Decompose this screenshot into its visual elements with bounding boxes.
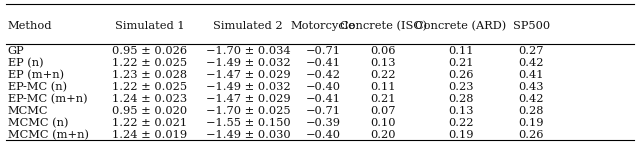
Text: −1.70 ± 0.034: −1.70 ± 0.034 — [205, 46, 291, 56]
Text: 0.11: 0.11 — [371, 82, 396, 92]
Text: 0.13: 0.13 — [371, 58, 396, 68]
Text: −1.49 ± 0.032: −1.49 ± 0.032 — [205, 58, 291, 68]
Text: −0.39: −0.39 — [306, 118, 340, 128]
Text: 0.21: 0.21 — [449, 58, 474, 68]
Text: 0.26: 0.26 — [518, 130, 544, 140]
Text: −1.49 ± 0.030: −1.49 ± 0.030 — [205, 130, 291, 140]
Text: 0.10: 0.10 — [371, 118, 396, 128]
Text: 1.22 ± 0.025: 1.22 ± 0.025 — [112, 58, 188, 68]
Text: 1.24 ± 0.023: 1.24 ± 0.023 — [112, 94, 188, 104]
Text: 0.22: 0.22 — [449, 118, 474, 128]
Text: Simulated 2: Simulated 2 — [213, 21, 283, 31]
Text: EP (m+n): EP (m+n) — [8, 70, 64, 80]
Text: Concrete (ISO): Concrete (ISO) — [340, 21, 427, 31]
Text: SP500: SP500 — [513, 21, 550, 31]
Text: Motorcycle: Motorcycle — [291, 21, 356, 31]
Text: 0.21: 0.21 — [371, 94, 396, 104]
Text: −1.49 ± 0.032: −1.49 ± 0.032 — [205, 82, 291, 92]
Text: 0.41: 0.41 — [518, 70, 544, 80]
Text: EP-MC (n): EP-MC (n) — [8, 82, 67, 92]
Text: 0.42: 0.42 — [518, 94, 544, 104]
Text: 0.27: 0.27 — [518, 46, 544, 56]
Text: 0.26: 0.26 — [449, 70, 474, 80]
Text: Simulated 1: Simulated 1 — [115, 21, 184, 31]
Text: −0.40: −0.40 — [306, 82, 340, 92]
Text: 1.22 ± 0.025: 1.22 ± 0.025 — [112, 82, 188, 92]
Text: MCMC (m+n): MCMC (m+n) — [8, 130, 89, 140]
Text: −0.41: −0.41 — [306, 94, 340, 104]
Text: Concrete (ARD): Concrete (ARD) — [415, 21, 507, 31]
Text: −0.71: −0.71 — [306, 46, 340, 56]
Text: 0.28: 0.28 — [449, 94, 474, 104]
Text: 1.23 ± 0.028: 1.23 ± 0.028 — [112, 70, 188, 80]
Text: MCMC (n): MCMC (n) — [8, 118, 68, 128]
Text: 0.11: 0.11 — [449, 46, 474, 56]
Text: EP (n): EP (n) — [8, 58, 44, 68]
Text: −1.55 ± 0.150: −1.55 ± 0.150 — [205, 118, 291, 128]
Text: EP-MC (m+n): EP-MC (m+n) — [8, 94, 87, 104]
Text: 0.42: 0.42 — [518, 58, 544, 68]
Text: −0.41: −0.41 — [306, 58, 340, 68]
Text: −1.47 ± 0.029: −1.47 ± 0.029 — [205, 70, 291, 80]
Text: 0.19: 0.19 — [518, 118, 544, 128]
Text: 0.07: 0.07 — [371, 106, 396, 116]
Text: 0.23: 0.23 — [449, 82, 474, 92]
Text: 0.95 ± 0.020: 0.95 ± 0.020 — [112, 106, 188, 116]
Text: −0.42: −0.42 — [306, 70, 340, 80]
Text: 0.19: 0.19 — [449, 130, 474, 140]
Text: −0.40: −0.40 — [306, 130, 340, 140]
Text: −1.70 ± 0.025: −1.70 ± 0.025 — [205, 106, 291, 116]
Text: MCMC: MCMC — [8, 106, 48, 116]
Text: 0.06: 0.06 — [371, 46, 396, 56]
Text: −0.71: −0.71 — [306, 106, 340, 116]
Text: GP: GP — [8, 46, 24, 56]
Text: 0.22: 0.22 — [371, 70, 396, 80]
Text: 0.43: 0.43 — [518, 82, 544, 92]
Text: 0.20: 0.20 — [371, 130, 396, 140]
Text: Method: Method — [8, 21, 52, 31]
Text: 0.13: 0.13 — [449, 106, 474, 116]
Text: 0.95 ± 0.026: 0.95 ± 0.026 — [112, 46, 188, 56]
Text: 0.28: 0.28 — [518, 106, 544, 116]
Text: 1.22 ± 0.021: 1.22 ± 0.021 — [112, 118, 188, 128]
Text: 1.24 ± 0.019: 1.24 ± 0.019 — [112, 130, 188, 140]
Text: −1.47 ± 0.029: −1.47 ± 0.029 — [205, 94, 291, 104]
